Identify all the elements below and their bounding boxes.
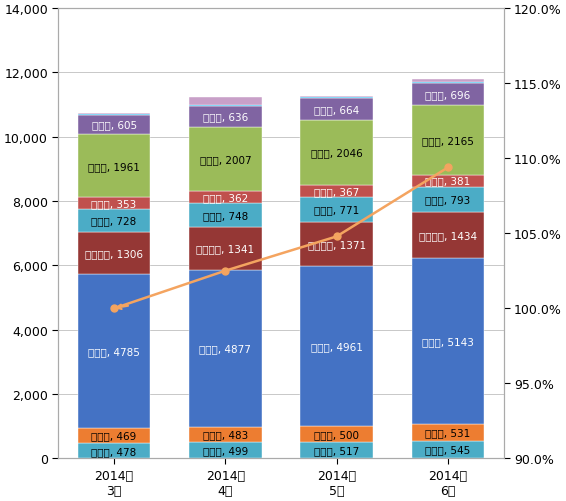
Text: 千葉県, 469: 千葉県, 469 bbox=[92, 431, 137, 440]
Bar bbox=[411, 441, 484, 458]
Bar bbox=[78, 275, 150, 428]
Bar bbox=[301, 198, 373, 222]
Text: 埼玉県, 517: 埼玉県, 517 bbox=[314, 445, 359, 455]
Bar bbox=[301, 97, 373, 98]
Bar bbox=[411, 187, 484, 213]
Bar bbox=[189, 192, 261, 203]
Bar bbox=[189, 203, 261, 227]
Text: 神奈川県, 1341: 神奈川県, 1341 bbox=[196, 244, 255, 254]
Bar bbox=[411, 80, 484, 82]
Text: 京都府, 353: 京都府, 353 bbox=[92, 198, 137, 208]
Text: 愛知県, 793: 愛知県, 793 bbox=[425, 195, 470, 205]
Text: 愛知県, 771: 愛知県, 771 bbox=[314, 205, 359, 215]
Bar bbox=[78, 198, 150, 209]
Text: 神奈川県, 1434: 神奈川県, 1434 bbox=[419, 231, 477, 241]
Text: 大阪府, 2007: 大阪府, 2007 bbox=[200, 155, 251, 164]
Text: 東京都, 5143: 東京都, 5143 bbox=[422, 337, 474, 346]
Bar bbox=[301, 120, 373, 186]
Bar bbox=[411, 83, 484, 106]
Text: 埼玉県, 478: 埼玉県, 478 bbox=[92, 446, 137, 456]
Text: 神奈川県, 1371: 神奈川県, 1371 bbox=[307, 239, 366, 249]
Text: 千葉県, 531: 千葉県, 531 bbox=[425, 427, 470, 437]
Bar bbox=[78, 443, 150, 458]
Bar bbox=[301, 99, 373, 120]
Text: 神奈川県, 1306: 神奈川県, 1306 bbox=[85, 248, 143, 259]
Bar bbox=[78, 428, 150, 443]
Bar bbox=[189, 427, 261, 442]
Bar bbox=[78, 115, 150, 116]
Text: 埼玉県, 545: 埼玉県, 545 bbox=[425, 445, 470, 455]
Text: 愛知県, 728: 愛知県, 728 bbox=[92, 216, 137, 226]
Bar bbox=[189, 227, 261, 271]
Text: 大阪府, 2165: 大阪府, 2165 bbox=[422, 135, 474, 145]
Bar bbox=[78, 116, 150, 135]
Text: 兵庫県, 636: 兵庫県, 636 bbox=[203, 112, 248, 122]
Text: 東京都, 4785: 東京都, 4785 bbox=[88, 346, 140, 356]
Text: 千葉県, 483: 千葉県, 483 bbox=[203, 430, 248, 440]
Text: 京都府, 381: 京都府, 381 bbox=[425, 176, 470, 186]
Bar bbox=[411, 213, 484, 259]
Bar bbox=[301, 222, 373, 267]
Text: 兵庫県, 696: 兵庫県, 696 bbox=[425, 90, 470, 100]
Bar bbox=[301, 267, 373, 426]
Text: 愛知県, 748: 愛知県, 748 bbox=[203, 210, 248, 220]
Bar bbox=[411, 424, 484, 441]
Bar bbox=[411, 82, 484, 83]
Text: 兵庫県, 605: 兵庫県, 605 bbox=[92, 120, 136, 130]
Text: 大阪府, 2046: 大阪府, 2046 bbox=[311, 148, 362, 158]
Text: 東京都, 4877: 東京都, 4877 bbox=[199, 344, 251, 354]
Bar bbox=[411, 175, 484, 187]
Text: 京都府, 367: 京都府, 367 bbox=[314, 187, 359, 197]
Bar bbox=[301, 98, 373, 99]
Bar bbox=[411, 106, 484, 175]
Bar bbox=[189, 107, 261, 127]
Bar bbox=[301, 186, 373, 198]
Bar bbox=[189, 271, 261, 427]
Bar bbox=[78, 232, 150, 275]
Bar bbox=[301, 442, 373, 458]
Bar bbox=[78, 209, 150, 232]
Bar bbox=[301, 426, 373, 442]
Text: 埼玉県, 499: 埼玉県, 499 bbox=[203, 445, 248, 455]
Bar bbox=[189, 98, 261, 106]
Text: 千葉県, 500: 千葉県, 500 bbox=[314, 429, 359, 439]
Bar bbox=[189, 442, 261, 458]
Text: 兵庫県, 664: 兵庫県, 664 bbox=[314, 105, 359, 115]
Bar bbox=[78, 114, 150, 115]
Text: 大阪府, 1961: 大阪府, 1961 bbox=[88, 161, 140, 171]
Bar bbox=[189, 127, 261, 192]
Bar bbox=[411, 259, 484, 424]
Text: 京都府, 362: 京都府, 362 bbox=[203, 192, 248, 202]
Text: 東京都, 4961: 東京都, 4961 bbox=[311, 341, 363, 351]
Bar bbox=[78, 135, 150, 198]
Bar bbox=[189, 106, 261, 107]
